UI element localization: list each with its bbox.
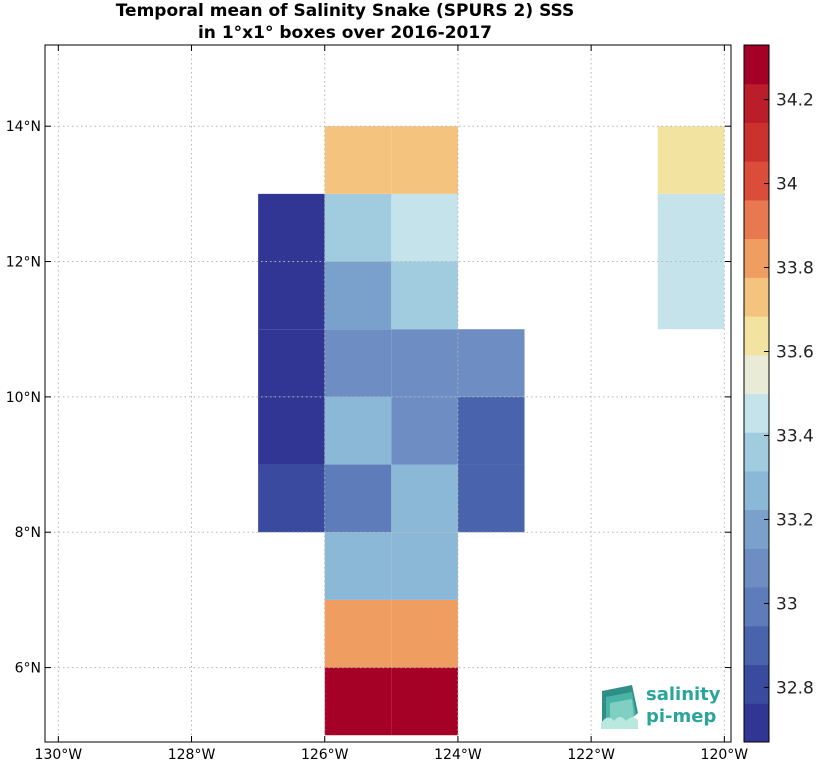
- map-frame: [44, 44, 732, 743]
- colorbar-tick-label: 32.8: [776, 678, 814, 698]
- colorbar-segment: [744, 625, 769, 666]
- salinity-cell: [391, 667, 458, 736]
- salinity-cell: [457, 464, 525, 533]
- colorbar-tick-label: 33.2: [776, 510, 814, 530]
- y-tick-label: 6°N: [15, 661, 41, 677]
- colorbar-tick-label: 34: [776, 175, 798, 195]
- chart-title-line-2: in 1°x1° boxes over 2016-2017: [197, 23, 493, 43]
- salinity-cell: [657, 126, 725, 194]
- x-tick-label: 124°W: [434, 747, 482, 763]
- x-tick-label: 126°W: [301, 747, 349, 763]
- y-tick-label: 14°N: [6, 119, 41, 135]
- colorbar-segment: [744, 316, 769, 356]
- salinity-cell: [324, 193, 392, 262]
- colorbar-segment: [744, 470, 769, 511]
- x-tick-label: 130°W: [35, 747, 83, 763]
- colorbar-tick-label: 33.4: [776, 426, 814, 446]
- salinity-cell: [391, 396, 458, 465]
- colorbar-segment: [744, 45, 769, 85]
- colorbar-frame: [743, 44, 770, 743]
- salinity-cell: [258, 464, 325, 533]
- salinity-cell: [391, 193, 458, 262]
- colorbar-segment: [744, 199, 769, 240]
- x-tick-label: 128°W: [168, 747, 216, 763]
- colorbar-segment: [744, 587, 769, 627]
- chart-title: Temporal mean of Salinity Snake (SPURS 2…: [0, 0, 690, 44]
- colorbar-segment: [744, 238, 769, 278]
- colorbar-tick-label: 34.2: [776, 91, 814, 111]
- x-tick-label: 120°W: [701, 747, 749, 763]
- wave-logo-icon: [601, 685, 638, 729]
- colorbar-segment: [744, 509, 769, 549]
- salinity-cell: [258, 193, 325, 262]
- logo-text-line-2: pi-mep: [646, 706, 717, 727]
- y-tick-label: 12°N: [6, 255, 41, 271]
- salinity-cell: [324, 599, 392, 668]
- map-axes: 130°W 128°W 126°W 124°W 122°W 120°W 6°N 8°N 10°N…: [6, 45, 749, 763]
- colorbar-segment: [744, 548, 769, 588]
- salinity-cell: [324, 126, 392, 194]
- salinity-cell: [657, 193, 725, 262]
- chart-title-line-1: Temporal mean of Salinity Snake (SPURS 2…: [115, 1, 575, 21]
- salinity-cell: [457, 329, 525, 397]
- colorbar-tick-label: 33.6: [776, 343, 814, 363]
- colorbar-tick-label: 33: [776, 594, 798, 614]
- y-tick-label: 8°N: [15, 525, 41, 541]
- colorbar-segment: [744, 703, 769, 743]
- salinity-cell: [324, 261, 392, 330]
- colorbar-segment: [744, 277, 769, 317]
- salinity-pi-mep-logo: salinity pi-mep: [598, 683, 728, 733]
- salinity-cell: [391, 532, 458, 600]
- colorbar-segment: [744, 122, 769, 162]
- x-tick-label: 122°W: [567, 747, 615, 763]
- salinity-cells: [258, 126, 725, 736]
- salinity-cell: [258, 329, 325, 397]
- logo-text-line-1: salinity: [646, 684, 721, 705]
- salinity-cell: [391, 329, 458, 397]
- colorbar-segment: [744, 393, 769, 433]
- colorbar-segment: [744, 161, 769, 201]
- salinity-cell: [457, 396, 525, 465]
- salinity-cell: [324, 329, 392, 397]
- salinity-cell: [324, 464, 392, 533]
- salinity-cell: [324, 396, 392, 465]
- colorbar-tick-label: 33.8: [776, 259, 814, 279]
- colorbar-segment: [744, 83, 769, 123]
- colorbar: 32.8 33 33.2 33.4 33.6 33.8 34 34.2: [743, 44, 814, 743]
- salinity-cell: [324, 667, 392, 736]
- salinity-cell: [391, 261, 458, 330]
- colorbar-segment: [744, 664, 769, 704]
- colorbar-segment: [744, 432, 769, 472]
- salinity-cell: [657, 261, 725, 330]
- salinity-cell: [391, 599, 458, 668]
- salinity-cell: [258, 261, 325, 330]
- y-tick-label: 10°N: [6, 390, 41, 406]
- salinity-cell: [258, 396, 325, 465]
- salinity-cell: [391, 464, 458, 533]
- salinity-cell: [324, 532, 392, 600]
- colorbar-segment: [744, 354, 769, 394]
- map-gridlines: [45, 45, 731, 742]
- salinity-cell: [391, 126, 458, 194]
